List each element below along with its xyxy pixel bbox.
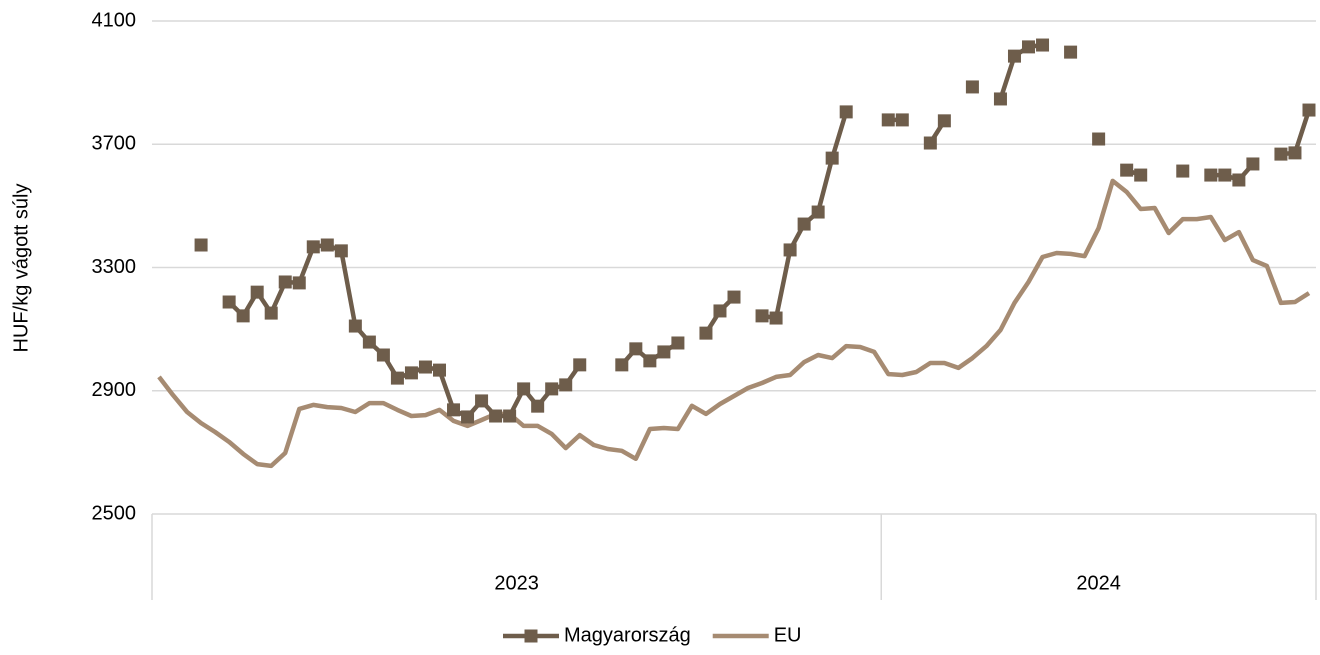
point-marker	[993, 92, 1007, 106]
point-marker	[362, 335, 376, 349]
point-marker	[432, 363, 446, 377]
point-marker	[559, 378, 573, 392]
point-marker	[390, 371, 404, 385]
y-tick-label: 2900	[92, 379, 137, 401]
point-marker	[1302, 103, 1316, 117]
point-marker	[783, 243, 797, 257]
point-marker	[489, 409, 503, 423]
point-marker	[797, 217, 811, 231]
point-marker	[461, 410, 475, 424]
point-marker	[376, 348, 390, 362]
point-marker	[1036, 38, 1050, 52]
y-tick-label: 3300	[92, 256, 137, 278]
point-marker	[306, 240, 320, 254]
point-marker	[1232, 173, 1246, 187]
point-marker	[895, 113, 909, 127]
point-marker	[418, 360, 432, 374]
y-axis-label: HUF/kg vágott súly	[10, 184, 32, 353]
x-group-label: 2024	[1076, 572, 1121, 594]
point-marker	[447, 403, 461, 417]
point-marker	[1092, 132, 1106, 146]
legend-marker	[524, 629, 538, 643]
point-marker	[1022, 40, 1036, 54]
legend-label: EU	[774, 624, 802, 646]
point-marker	[1204, 168, 1218, 182]
point-marker	[727, 290, 741, 304]
point-marker	[643, 354, 657, 368]
point-marker	[1176, 164, 1190, 178]
point-marker	[404, 366, 418, 380]
series-line	[157, 178, 1311, 469]
point-marker	[531, 399, 545, 413]
point-marker	[923, 136, 937, 150]
point-marker	[194, 238, 208, 252]
point-marker	[699, 326, 713, 340]
point-marker	[278, 275, 292, 289]
point-marker	[545, 382, 559, 396]
point-marker	[825, 151, 839, 165]
point-marker	[755, 309, 769, 323]
point-marker	[475, 394, 489, 408]
point-marker	[713, 304, 727, 318]
point-marker	[348, 319, 362, 333]
point-marker	[1288, 146, 1302, 160]
point-marker	[503, 409, 517, 423]
point-marker	[1218, 168, 1232, 182]
point-marker	[1007, 49, 1021, 63]
point-marker	[965, 80, 979, 94]
y-tick-label: 3700	[92, 133, 137, 155]
point-marker	[657, 345, 671, 359]
point-marker	[1274, 147, 1288, 161]
point-marker	[1120, 163, 1134, 177]
point-marker	[1134, 168, 1148, 182]
x-group-label: 2023	[494, 572, 539, 594]
series-line	[227, 42, 1312, 420]
point-marker	[881, 113, 895, 127]
point-marker	[615, 358, 629, 372]
point-marker	[236, 309, 250, 323]
point-marker	[811, 205, 825, 219]
point-marker	[671, 336, 685, 350]
point-marker	[573, 358, 587, 372]
point-marker	[769, 311, 783, 325]
point-marker	[839, 105, 853, 119]
point-marker	[250, 285, 264, 299]
y-tick-label: 2500	[92, 502, 137, 524]
point-marker	[629, 342, 643, 356]
point-marker	[334, 244, 348, 258]
point-marker	[320, 238, 334, 252]
point-marker	[937, 114, 951, 128]
point-marker	[1246, 157, 1260, 171]
point-marker	[517, 382, 531, 396]
legend-label: Magyarország	[564, 624, 691, 646]
point-marker	[222, 295, 236, 309]
y-tick-label: 4100	[92, 9, 137, 31]
point-marker	[264, 306, 278, 320]
point-marker	[292, 276, 306, 290]
point-marker	[1064, 45, 1078, 59]
